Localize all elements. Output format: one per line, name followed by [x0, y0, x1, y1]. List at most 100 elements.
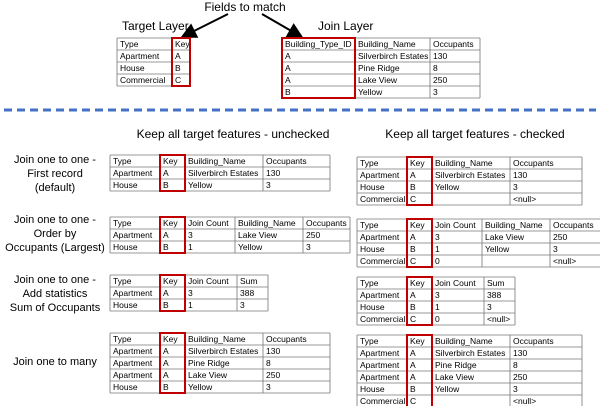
table-cell: 8: [266, 358, 271, 368]
table-cell: 388: [487, 290, 501, 300]
table-cell: Silverbirch Estates: [435, 170, 505, 180]
table-cell: Silverbirch Estates: [358, 51, 428, 61]
key-highlight: [159, 274, 186, 312]
table-cell: Apartment: [360, 372, 400, 382]
table-cell: A: [163, 370, 169, 380]
table-cell: B: [410, 302, 416, 312]
table-cell: Apartment: [360, 290, 400, 300]
table-cell: Lake View: [358, 75, 398, 85]
table-header: Type: [113, 276, 132, 286]
table-cell: Apartment: [360, 170, 400, 180]
table-cell: B: [410, 182, 416, 192]
table-cell: <null>: [513, 194, 536, 204]
table-cell: B: [410, 384, 416, 394]
table-cell: Apartment: [360, 348, 400, 358]
table-header: Key: [410, 336, 425, 346]
table-cell: Pine Ridge: [188, 358, 230, 368]
column-heading: Keep all target features - checked: [385, 127, 564, 141]
table-cell: A: [410, 170, 416, 180]
table-cell: Apartment: [113, 168, 153, 178]
table-cell: 388: [240, 288, 254, 298]
key-highlight: [406, 334, 433, 406]
table-header: Building_Name: [188, 156, 246, 166]
table-header: Occupants: [266, 334, 307, 344]
table-cell: 3: [188, 230, 193, 240]
table-cell: Lake View: [485, 232, 525, 242]
table-cell: 3: [266, 180, 271, 190]
table-cell: House: [120, 63, 145, 73]
table-cell: C: [410, 194, 416, 204]
column-heading: Keep all target features - unchecked: [137, 127, 330, 141]
table-cell: A: [410, 360, 416, 370]
table-cell: 3: [435, 232, 440, 242]
table-cell: A: [285, 63, 291, 73]
table-cell: Yellow: [435, 384, 460, 394]
table-cell: Apartment: [360, 360, 400, 370]
example-label: Order by: [34, 228, 77, 240]
table-header: Building_Name: [435, 158, 493, 168]
table-cell: A: [163, 288, 169, 298]
fields-to-match: Fields to match: [204, 0, 285, 14]
table-cell: 250: [553, 232, 567, 242]
table-cell: 1: [435, 302, 440, 312]
table-cell: 130: [266, 168, 280, 178]
join-layer-title: Join Layer: [318, 19, 373, 33]
table-cell: House: [360, 302, 385, 312]
table-cell: Pine Ridge: [358, 63, 400, 73]
example-label: Join one to many: [13, 356, 97, 368]
table-cell: C: [175, 75, 181, 85]
table-cell: 8: [433, 63, 438, 73]
table-cell: House: [113, 300, 138, 310]
table-cell: 250: [433, 75, 447, 85]
table-cell: Apartment: [113, 358, 153, 368]
table-cell: <null>: [553, 256, 576, 266]
table-cell: Commercial: [360, 314, 405, 324]
table-cell: A: [410, 348, 416, 358]
key-highlight: [281, 37, 356, 99]
key-highlight: [159, 216, 186, 254]
table-header: Occupants: [266, 156, 307, 166]
table-cell: 130: [513, 170, 527, 180]
table-header: Building_Name: [188, 334, 246, 344]
table-header: Type: [120, 39, 139, 49]
table-cell: A: [175, 51, 181, 61]
example-label: Occupants (Largest): [5, 242, 105, 254]
table-header: Join Count: [188, 276, 229, 286]
table-cell: Commercial: [120, 75, 165, 85]
table-header: Key: [410, 158, 425, 168]
table-cell: A: [163, 230, 169, 240]
table-header: Join Count: [435, 220, 476, 230]
table-cell: B: [163, 382, 169, 392]
key-highlight: [406, 156, 433, 206]
table-cell: Commercial: [360, 396, 405, 406]
table-cell: B: [285, 87, 291, 97]
table-header: Type: [113, 334, 132, 344]
table-cell: Lake View: [238, 230, 278, 240]
table-header: Key: [410, 220, 425, 230]
table-header: Occupants: [513, 158, 554, 168]
table-header: Sum: [487, 278, 504, 288]
table-header: Occupants: [306, 218, 347, 228]
table-cell: 130: [266, 346, 280, 356]
example-label: First record: [27, 168, 83, 180]
table-cell: Yellow: [188, 382, 213, 392]
table-cell: 250: [513, 372, 527, 382]
table-cell: 130: [433, 51, 447, 61]
table-header: Building_Name: [485, 220, 543, 230]
key-highlight: [159, 332, 186, 394]
table-cell: 3: [306, 242, 311, 252]
table-header: Type: [360, 158, 379, 168]
table-cell: Yellow: [238, 242, 263, 252]
table-cell: C: [410, 256, 416, 266]
table-cell: Pine Ridge: [435, 360, 477, 370]
table-cell: 1: [188, 300, 193, 310]
table-cell: A: [163, 358, 169, 368]
table-cell: A: [163, 168, 169, 178]
table-cell: 130: [513, 348, 527, 358]
arrow: [180, 13, 229, 38]
table-cell: Lake View: [188, 370, 228, 380]
table-cell: Yellow: [435, 182, 460, 192]
table-header: Key: [163, 218, 178, 228]
table-cell: House: [113, 242, 138, 252]
